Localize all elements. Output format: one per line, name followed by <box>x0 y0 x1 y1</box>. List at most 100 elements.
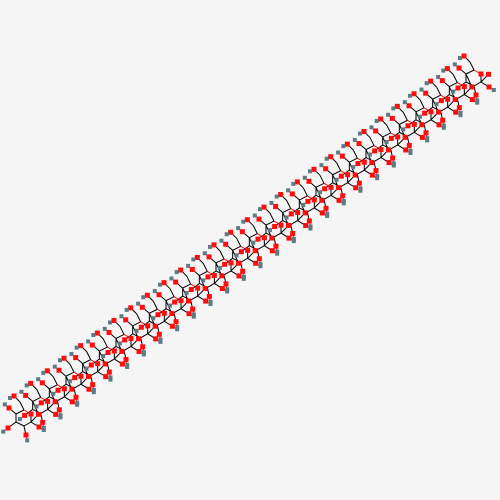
bond <box>323 194 332 200</box>
oxygen-atom <box>169 323 175 329</box>
oxygen-atom <box>23 432 29 438</box>
bond <box>282 208 291 213</box>
oxygen-atom <box>105 349 111 355</box>
hydrogen-atom <box>317 190 322 195</box>
oxygen-atom <box>40 419 46 425</box>
oxygen-atom <box>405 123 411 129</box>
hydrogen-atom <box>2 402 7 407</box>
hydrogen-atom <box>108 320 112 325</box>
bond <box>440 106 448 112</box>
hydrogen-atom <box>69 352 74 357</box>
hydrogen-atom <box>358 131 362 136</box>
hydrogen-atom <box>158 339 163 344</box>
bond <box>386 124 392 134</box>
bond <box>419 99 425 109</box>
oxygen-atom <box>295 210 301 216</box>
oxygen-atom <box>278 222 284 228</box>
bond <box>215 258 225 264</box>
hydrogen-atom <box>1 429 6 434</box>
hydrogen-atom <box>141 350 146 355</box>
oxygen-atom <box>436 109 441 115</box>
hydrogen-atom <box>108 377 113 382</box>
bond <box>152 301 158 310</box>
oxygen-atom <box>219 273 225 279</box>
hydrogen-atom <box>241 274 246 279</box>
oxygen-atom <box>456 65 462 71</box>
hydrogen-atom <box>158 282 162 287</box>
hydrogen-atom <box>341 144 346 149</box>
hydrogen-atom <box>358 188 363 193</box>
hydrogen-atom <box>241 276 246 281</box>
hydrogen-atom <box>184 291 189 296</box>
hydrogen-atom <box>358 186 363 191</box>
oxygen-atom <box>238 249 244 255</box>
hydrogen-atom <box>34 404 39 409</box>
hydrogen-atom <box>225 289 230 294</box>
bond <box>36 389 42 398</box>
hydrogen-atom <box>301 202 306 207</box>
hydrogen-atom <box>441 123 446 128</box>
oxygen-atom <box>356 141 362 147</box>
bond <box>357 169 365 175</box>
oxygen-atom <box>273 243 279 249</box>
hydrogen-atom <box>269 200 274 205</box>
oxygen-atom <box>122 337 128 343</box>
hydrogen-atom <box>458 56 462 60</box>
hydrogen-atom <box>375 176 380 181</box>
bond <box>57 396 65 402</box>
hydrogen-atom <box>402 100 407 105</box>
hydrogen-atom <box>408 93 412 98</box>
oxygen-atom <box>178 267 184 273</box>
bond <box>32 396 41 402</box>
oxygen-atom <box>239 229 245 235</box>
oxygen-atom <box>369 172 375 178</box>
oxygen-atom <box>486 84 492 90</box>
bond <box>15 421 25 427</box>
bond <box>182 283 191 289</box>
hydrogen-atom <box>75 400 80 405</box>
oxygen-atom <box>302 210 308 216</box>
oxygen-atom <box>440 117 446 123</box>
bond <box>423 119 432 125</box>
oxygen-atom <box>469 97 475 103</box>
hydrogen-atom <box>451 89 456 94</box>
bond <box>315 182 325 188</box>
oxygen-atom <box>56 407 62 413</box>
oxygen-atom <box>156 292 162 298</box>
oxygen-atom <box>161 280 167 286</box>
bond <box>352 149 358 159</box>
bond <box>240 257 248 263</box>
hydrogen-atom <box>408 150 413 155</box>
oxygen-atom <box>328 154 334 160</box>
bond <box>307 207 315 213</box>
bond <box>286 200 292 209</box>
bond <box>373 157 382 162</box>
oxygen-atom <box>423 130 429 136</box>
bond <box>299 195 308 201</box>
hydrogen-atom <box>24 383 29 388</box>
bond <box>236 238 242 247</box>
hydrogen-atom <box>436 74 441 79</box>
oxygen-atom <box>61 355 67 361</box>
oxygen-atom <box>145 323 151 329</box>
oxygen-atom <box>206 254 212 260</box>
hydrogen-atom <box>302 175 307 180</box>
oxygen-atom <box>352 172 358 178</box>
oxygen-atom <box>140 344 146 350</box>
oxygen-atom <box>228 229 234 235</box>
hydrogen-atom <box>475 100 480 105</box>
oxygen-atom <box>73 355 79 361</box>
bond <box>257 245 265 251</box>
bond <box>52 376 58 386</box>
bond <box>232 245 241 251</box>
hydrogen-atom <box>308 226 313 231</box>
oxygen-atom <box>373 168 379 174</box>
hydrogen-atom <box>19 389 24 394</box>
hydrogen-atom <box>25 438 30 443</box>
oxygen-atom <box>119 361 125 367</box>
bond <box>49 384 58 390</box>
oxygen-atom <box>103 374 109 380</box>
hydrogen-atom <box>425 138 430 143</box>
hydrogen-atom <box>17 417 22 422</box>
oxygen-atom <box>423 90 429 96</box>
